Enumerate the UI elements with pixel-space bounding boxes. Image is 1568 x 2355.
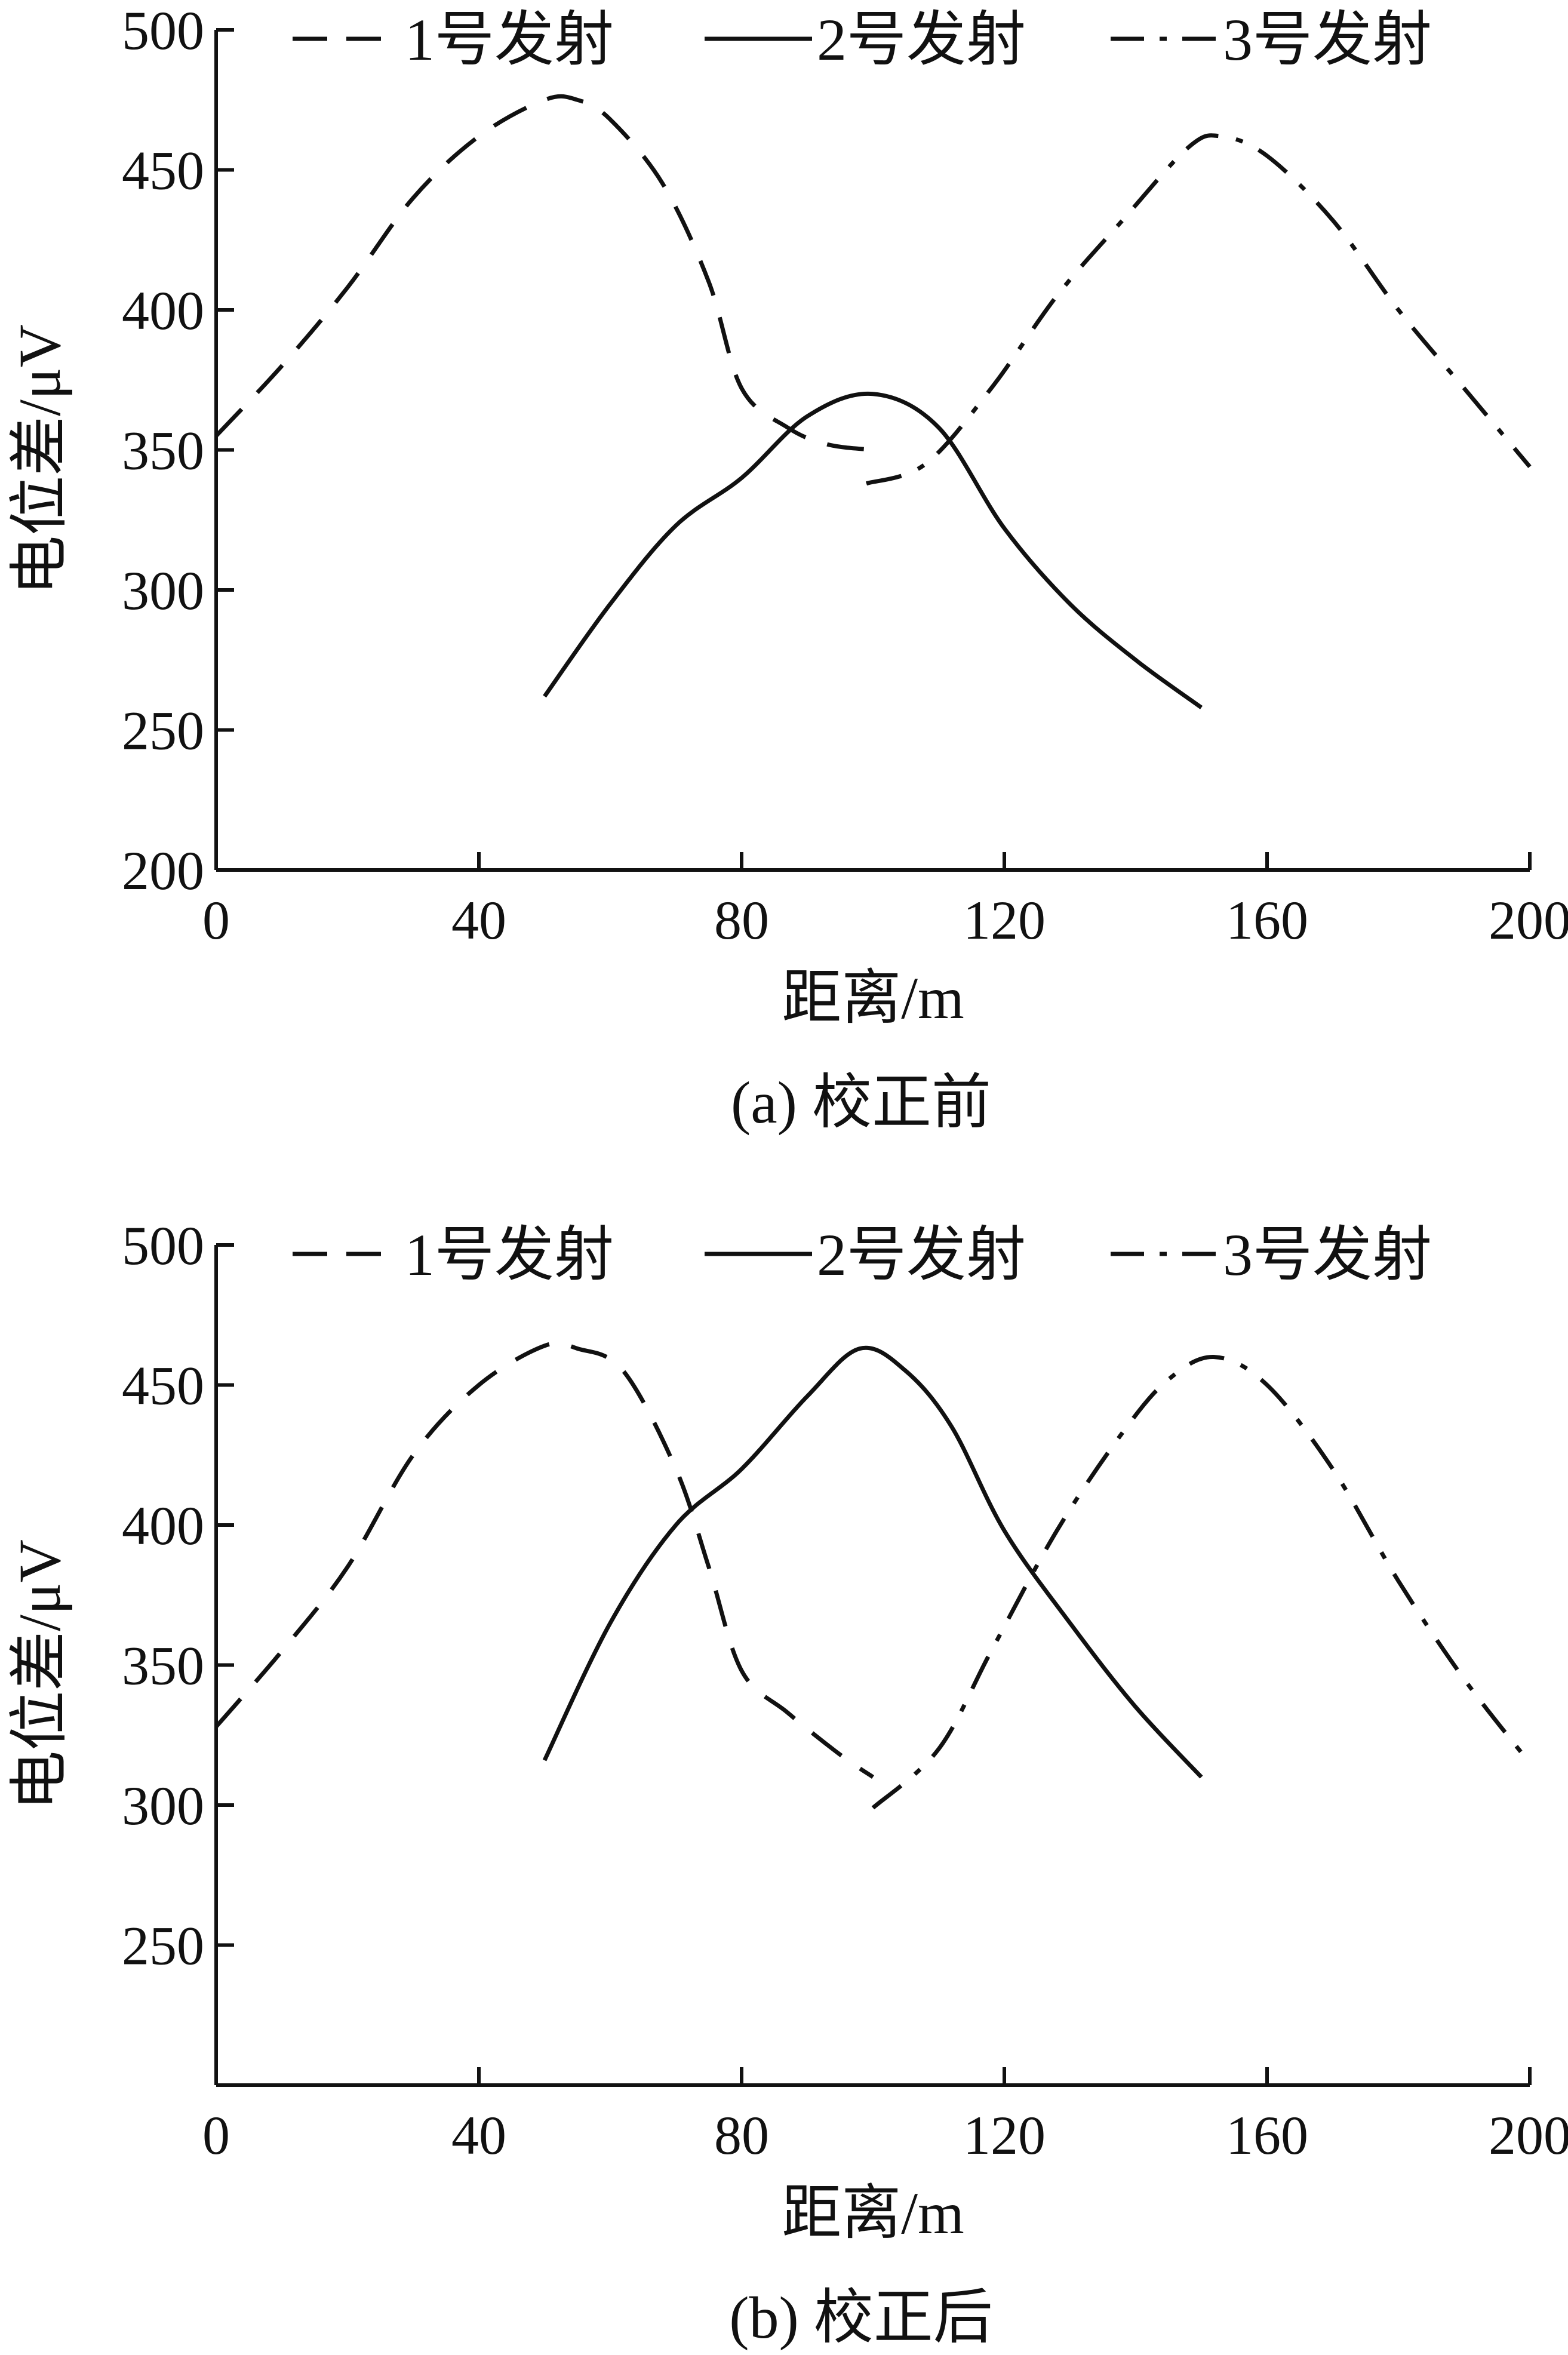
series-line-2 [542,1345,1203,1779]
x-tick-label: 80 [714,2105,769,2166]
series-line-3 [871,1355,1532,1810]
y-tick-label: 250 [122,700,204,761]
x-tick-label: 200 [1489,2105,1568,2166]
legend-label-1: 1号发射 [405,7,614,73]
x-tick-label: 160 [1226,2105,1308,2166]
x-tick-label: 40 [451,890,506,951]
legend-label-3: 3号发射 [1223,1222,1432,1288]
x-tick-label: 120 [963,2105,1046,2166]
x-tick-label: 200 [1489,890,1568,951]
y-axis-title: 电位差/μV [7,324,73,595]
x-axis-title: 距离/m [782,965,964,1031]
x-tick-label: 40 [451,2105,506,2166]
legend-label-1: 1号发射 [405,1222,614,1288]
legend-label-3: 3号发射 [1223,7,1432,73]
y-tick-label: 350 [122,420,204,481]
y-tick-label: 250 [122,1916,204,1976]
y-tick-label: 300 [122,1775,204,1836]
y-tick-label: 450 [122,1355,204,1416]
y-tick-label: 400 [122,1495,204,1556]
y-tick-label: 200 [122,840,204,901]
x-axis-title: 距离/m [782,2180,964,2246]
series-line-2 [543,391,1203,709]
y-tick-label: 450 [122,140,204,201]
chart-caption: (a) 校正前 [731,1069,991,1136]
legend-label-2: 2号发射 [817,7,1026,73]
chart-caption: (b) 校正后 [729,2285,993,2351]
x-tick-label: 0 [202,2105,230,2166]
x-tick-label: 0 [202,890,230,951]
series-line-1 [214,94,874,452]
series-line-1 [214,1341,874,1779]
y-tick-label: 500 [122,0,204,61]
series-line-3 [865,133,1532,486]
chart-b: 250 300 350 400 450 500 0 40 80 120 160 200 距离/m 电位差/… [7,1215,1568,2351]
chart-a: 200 250 300 350 400 450 500 0 40 80 120 160 200 距离/m 电… [7,0,1568,1136]
x-tick-label: 120 [963,890,1046,951]
y-tick-label: 500 [122,1215,204,1276]
x-tick-label: 160 [1226,890,1308,951]
x-tick-label: 80 [714,890,769,951]
legend-label-2: 2号发射 [817,1222,1026,1288]
y-tick-label: 350 [122,1635,204,1696]
y-tick-label: 300 [122,560,204,621]
y-axis-title: 电位差/μV [7,1539,73,1810]
y-tick-label: 400 [122,280,204,341]
